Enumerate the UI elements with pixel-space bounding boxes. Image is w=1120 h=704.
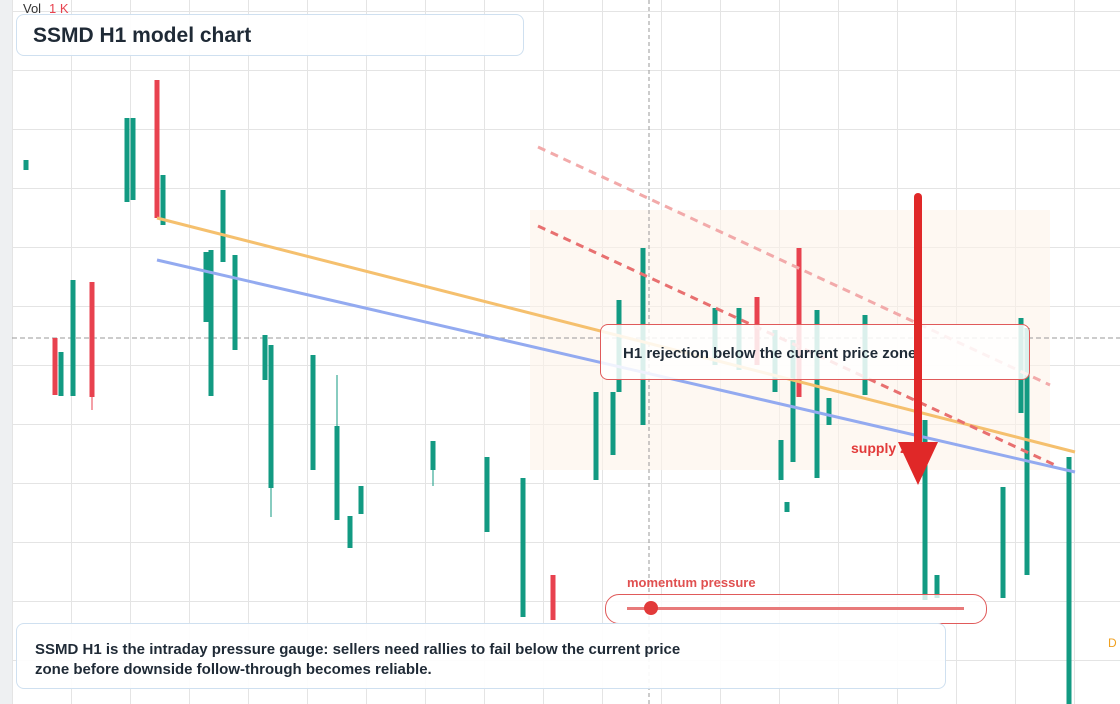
candle-body xyxy=(358,486,364,514)
candle-body xyxy=(814,310,820,478)
candle-body xyxy=(550,575,556,620)
candle-body xyxy=(262,335,268,380)
candle-body xyxy=(790,340,796,462)
candle-body xyxy=(1000,487,1006,598)
candle-body xyxy=(784,502,790,512)
annotation-box: H1 rejection below the current price zon… xyxy=(600,324,1030,380)
vol-label: Vol xyxy=(23,1,42,16)
candle-body xyxy=(922,420,928,600)
candle-body xyxy=(826,398,832,425)
gauge-track xyxy=(627,607,964,610)
left-edge xyxy=(0,0,12,704)
candle-body xyxy=(220,190,226,262)
vol-scale: 1 K xyxy=(49,1,69,16)
annotation: H1 rejection below the current price zon… xyxy=(623,345,917,362)
edge-label: D xyxy=(1108,636,1117,650)
candle-body xyxy=(208,250,214,396)
chart-title: SSMD H1 model chart xyxy=(33,24,252,47)
candle-body xyxy=(1066,457,1072,704)
candle-body xyxy=(70,280,76,396)
candle-body xyxy=(347,516,353,548)
candle-body xyxy=(310,355,316,470)
summary-line: SSMD H1 is the intraday pressure gauge: … xyxy=(35,641,681,658)
candle-body xyxy=(593,392,599,480)
candle-body xyxy=(520,478,526,617)
candle-body xyxy=(58,352,64,396)
candle-body xyxy=(203,252,209,322)
candle-body xyxy=(484,457,490,532)
candle-body xyxy=(232,255,238,350)
candle-body xyxy=(610,392,616,455)
candle-body xyxy=(430,441,436,470)
candle-body xyxy=(89,282,95,397)
candle-body xyxy=(23,160,29,170)
candle-body xyxy=(160,175,166,225)
summary-line: zone before downside follow-through beco… xyxy=(35,661,432,678)
candle-body xyxy=(268,345,274,488)
candle-body xyxy=(934,575,940,598)
candle-body xyxy=(124,118,130,202)
candle-body xyxy=(130,118,136,200)
trendline xyxy=(537,145,1051,387)
gauge-label: momentum pressure xyxy=(627,575,756,590)
candle-body xyxy=(778,440,784,480)
arrow-head xyxy=(898,442,938,485)
candle-body xyxy=(154,80,160,218)
gauge-knob xyxy=(644,601,658,615)
title-box: SSMD H1 model chart xyxy=(16,14,524,56)
candle-body xyxy=(334,426,340,520)
candle-body xyxy=(52,338,58,395)
candle-body xyxy=(796,248,802,397)
gauge xyxy=(605,594,987,624)
summary-box: SSMD H1 is the intraday pressure gauge: … xyxy=(16,623,946,689)
